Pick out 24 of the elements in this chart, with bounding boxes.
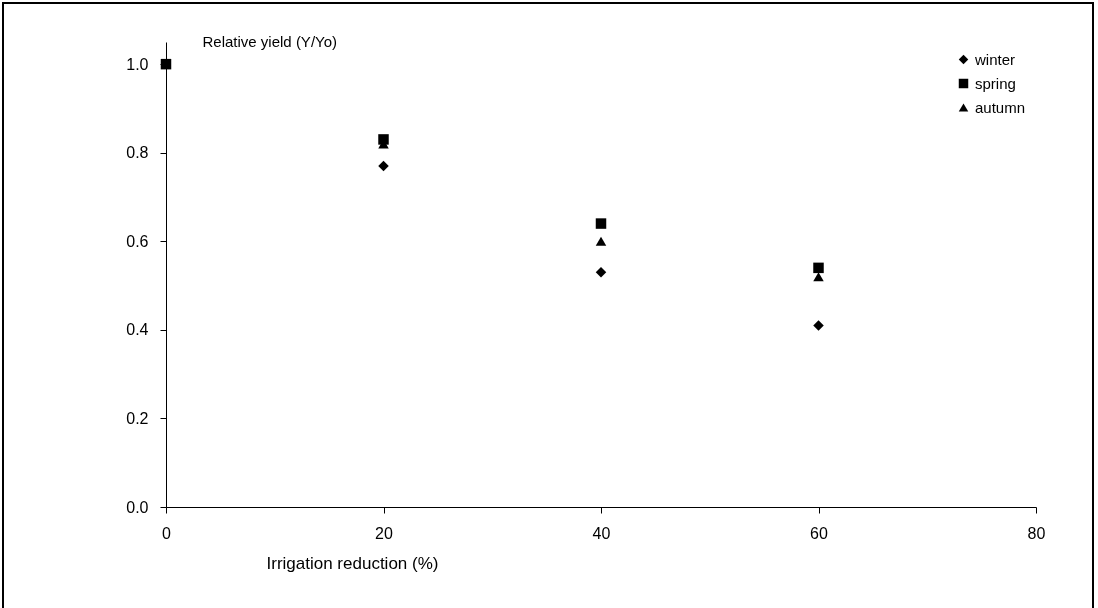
x-tick-label: 0 [162,524,172,542]
legend-label: spring [975,74,1016,92]
legend-label: winter [974,50,1016,68]
point [595,267,607,278]
point [813,262,824,274]
legend-label: autumn [975,98,1026,116]
point [160,58,172,70]
point [595,218,607,229]
x-tick-label: 40 [592,524,611,542]
x-axis-title: Irrigation reduction (%) [266,553,439,573]
x-tick-label: 20 [375,524,393,542]
y-tick-label: 0.8 [126,144,149,162]
y-tick-label: 0.2 [126,409,149,427]
point [813,272,824,282]
y-tick-label: 1.0 [126,55,149,73]
point [813,320,824,331]
x-tick-label: 60 [810,524,828,542]
y-tick-label: 0.6 [126,232,149,250]
y-axis-title: Relative yield (Y/Yo) [202,32,338,50]
x-tick-label: 80 [1027,524,1046,542]
point [595,236,607,246]
point [378,160,389,172]
y-tick-label: 0.0 [126,498,149,516]
y-tick-label: 0.4 [126,321,149,339]
